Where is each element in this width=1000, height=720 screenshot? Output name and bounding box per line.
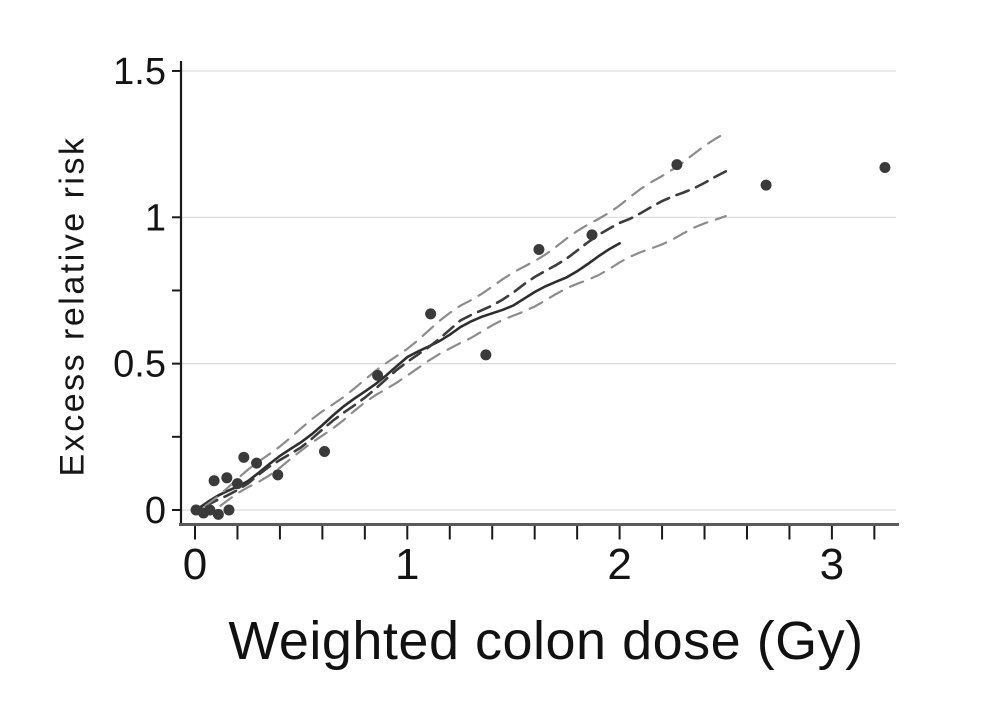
x-tick-label-3: 3 [820,540,844,589]
data-point [671,159,683,171]
lower-confidence-bound-curve [219,215,727,507]
data-point [204,504,216,516]
x-tick-label-1: 1 [395,540,419,589]
data-point [425,308,437,320]
y-tick-label-0: 0 [145,490,166,532]
data-point [212,508,224,520]
y-tick-label-0.5: 0.5 [113,344,166,386]
data-point [760,179,772,191]
x-tick-label-2: 2 [607,540,631,589]
data-point [272,469,284,481]
x-tick-label-0: 0 [183,540,207,589]
data-point [319,445,331,457]
data-point [372,369,384,381]
data-point [238,451,250,463]
data-point [208,475,220,487]
y-tick-label-1: 1 [145,197,166,239]
data-point [586,229,598,241]
data-point [223,504,235,516]
x-axis-title: Weighted colon dose (Gy) [228,611,864,671]
data-point [533,243,545,255]
smoothed-fit-curve [204,170,728,508]
linear-fit-curve [197,242,621,510]
upper-confidence-bound-curve [204,131,727,507]
data-point [231,478,243,490]
data-point [480,349,492,361]
y-tick-label-1.5: 1.5 [113,51,166,93]
data-point [251,457,263,469]
data-point [221,472,233,484]
data-point [879,162,891,174]
y-axis-title: Excess relative risk [53,135,92,477]
